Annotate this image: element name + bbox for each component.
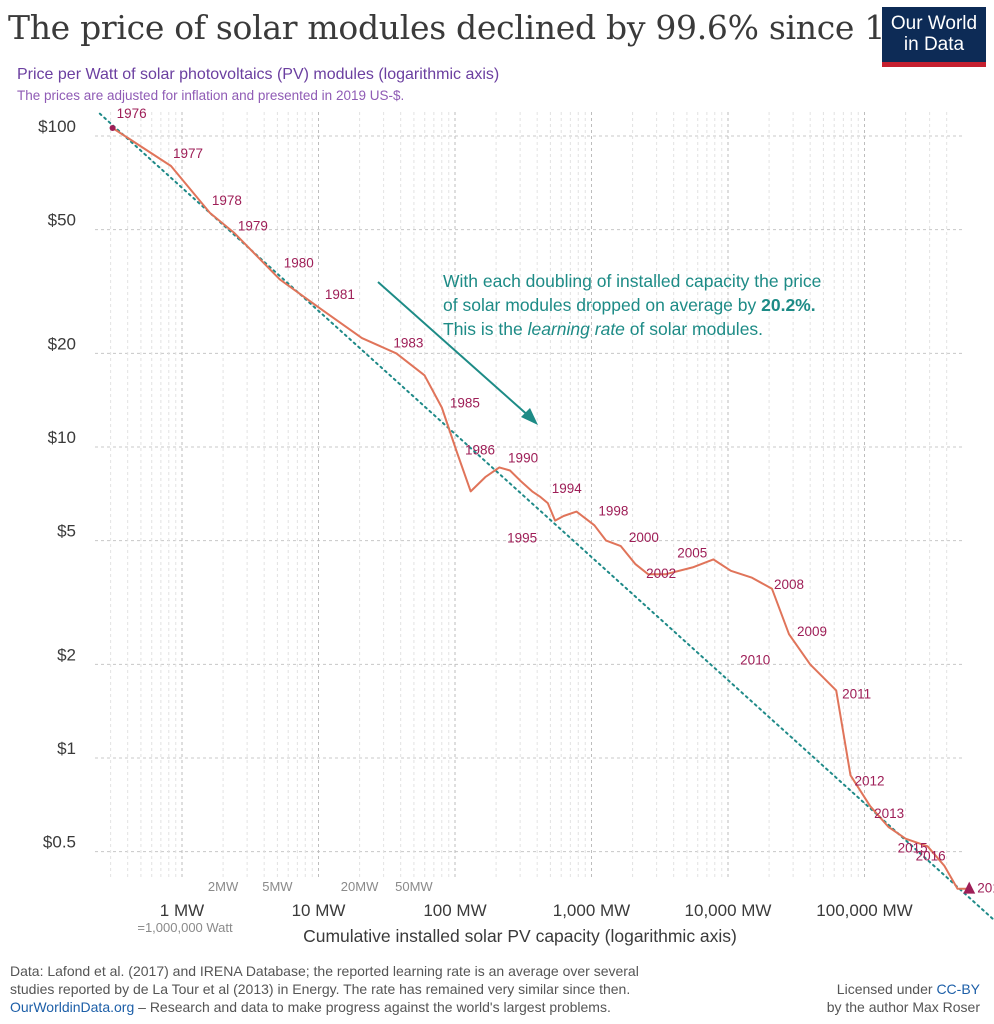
x-axis-label: Cumulative installed solar PV capacity (… — [303, 926, 737, 946]
grid-layer — [95, 112, 962, 880]
x-tick-label: 50MW — [395, 879, 433, 894]
x-tick-label: 100,000 MW — [816, 901, 912, 920]
source-line2: studies reported by de La Tour et al (20… — [10, 981, 631, 997]
year-label-2010: 2010 — [740, 652, 770, 667]
year-label-2005: 2005 — [677, 545, 707, 560]
x-tick-label: 5MW — [262, 879, 293, 894]
year-label-1995: 1995 — [507, 531, 537, 546]
year-label-1990: 1990 — [508, 451, 538, 466]
series-layer — [109, 125, 976, 894]
logo-line1: Our World — [890, 13, 978, 34]
trend-layer — [98, 112, 994, 922]
annotation-line3-italic: learning rate — [528, 319, 626, 339]
x-tick-label: 1 MW — [160, 901, 204, 920]
year-label-1977: 1977 — [173, 146, 203, 161]
y-tick-label: $2 — [57, 645, 76, 664]
point-label-layer: 1976 1977 1978 1979 1980 1981 1983 1985 1986 1990… — [117, 106, 994, 896]
annotation-text: With each doubling of installed capacity… — [443, 271, 826, 339]
year-label-1985: 1985 — [450, 395, 480, 410]
annotation-line2-bold: 20.2%. — [761, 295, 815, 315]
y-tick-label: $0.5 — [43, 833, 76, 852]
x-tick-label: 100 MW — [423, 901, 486, 920]
y-tick-label: $100 — [38, 117, 76, 136]
y-tick-label: $50 — [48, 211, 76, 230]
year-label-1994: 1994 — [552, 481, 583, 496]
year-label-2011: 2011 — [842, 686, 871, 701]
source-line1: Data: Lafond et al. (2017) and IRENA Dat… — [10, 963, 639, 979]
license-line1: Licensed under CC-BY — [827, 980, 980, 998]
learning-curve-chart: 1976 1977 1978 1979 1980 1981 1983 1985 1986 1990… — [38, 106, 994, 946]
year-label-1983: 1983 — [393, 335, 423, 350]
y-axis: $100 $50 $20 $10 $5 $2 $1 $0.5 — [38, 117, 76, 852]
year-label-2002: 2002 — [646, 566, 676, 581]
year-label-1976: 1976 — [117, 106, 147, 121]
start-point — [109, 125, 116, 132]
y-tick-label: $1 — [57, 739, 76, 758]
year-label-1998: 1998 — [598, 503, 628, 518]
price-line — [112, 127, 970, 890]
x-sublabel: =1,000,000 Watt — [137, 920, 233, 935]
annotation-line1: With each doubling of installed capacity… — [443, 271, 821, 291]
annotation-line2-pre: of solar modules dropped on average by — [443, 295, 761, 315]
year-label-2013: 2013 — [874, 806, 904, 821]
x-tick-label: 10 MW — [292, 901, 346, 920]
x-tick-label: 10,000 MW — [685, 901, 772, 920]
x-axis: 1 MW 2MW 5MW 10 MW 20MW 50MW 100 MW 1,000 MW 10,… — [137, 879, 912, 946]
source-tail: – Research and data to make progress aga… — [134, 999, 611, 1015]
owid-logo[interactable]: Our World in Data — [882, 7, 986, 67]
end-point-marker — [963, 881, 976, 894]
x-tick-label: 1,000 MW — [553, 901, 630, 920]
year-label-2012: 2012 — [855, 773, 885, 788]
annotation-line3-post: of solar modules. — [625, 319, 763, 339]
y-tick-label: $10 — [48, 428, 76, 447]
logo-line2: in Data — [903, 34, 965, 55]
license-pre: Licensed under — [836, 981, 937, 997]
chart-note: The prices are adjusted for inflation an… — [17, 88, 405, 103]
year-label-1979: 1979 — [238, 219, 268, 234]
owid-link[interactable]: OurWorldinData.org — [10, 999, 135, 1015]
year-label-2015: 2015 — [898, 841, 928, 856]
chart-subtitle: Price per Watt of solar photovoltaics (P… — [17, 66, 500, 83]
license-link[interactable]: CC-BY — [936, 981, 980, 997]
footer-license: Licensed under CC-BY by the author Max R… — [827, 980, 980, 1016]
year-label-1986: 1986 — [465, 443, 495, 458]
y-tick-label: $5 — [57, 522, 76, 541]
y-tick-label: $20 — [48, 334, 76, 353]
year-label-2009: 2009 — [797, 624, 827, 639]
year-label-1978: 1978 — [212, 193, 242, 208]
year-label-2000: 2000 — [629, 530, 659, 545]
x-tick-label: 2MW — [208, 879, 239, 894]
page-title: The price of solar modules declined by 9… — [8, 8, 948, 47]
year-label-2016: 2016 — [916, 848, 946, 863]
learning-rate-trendline — [98, 112, 994, 922]
year-label-1981: 1981 — [325, 287, 355, 302]
footer-source: Data: Lafond et al. (2017) and IRENA Dat… — [10, 962, 780, 1016]
x-tick-label: 20MW — [341, 879, 379, 894]
year-label-2019: 2019 — [977, 881, 994, 896]
annotation-arrow — [377, 281, 538, 425]
source-line3: OurWorldinData.org – Research and data t… — [10, 998, 780, 1016]
year-label-2008: 2008 — [774, 577, 804, 592]
year-label-1980: 1980 — [284, 255, 314, 270]
annotation-line3-pre: This is the — [443, 319, 528, 339]
license-line2: by the author Max Roser — [826, 999, 980, 1015]
